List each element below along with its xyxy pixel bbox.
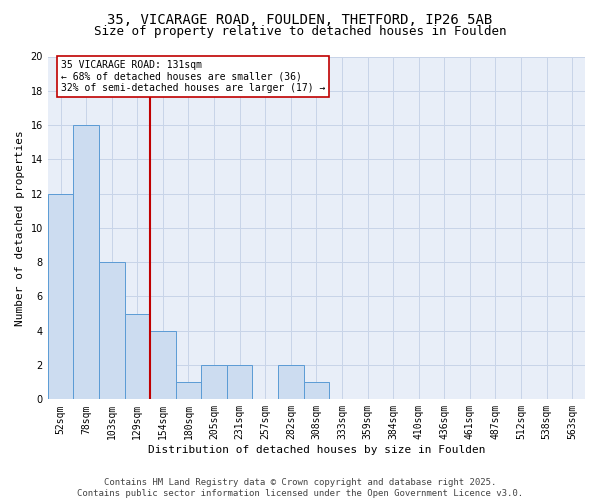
Bar [201,365,227,400]
Bar [304,382,329,400]
Bar [278,365,304,400]
X-axis label: Distribution of detached houses by size in Foulden: Distribution of detached houses by size … [148,445,485,455]
Text: Contains HM Land Registry data © Crown copyright and database right 2025.
Contai: Contains HM Land Registry data © Crown c… [77,478,523,498]
Bar [227,365,253,400]
Bar [48,194,73,400]
Bar [73,125,99,400]
Text: 35, VICARAGE ROAD, FOULDEN, THETFORD, IP26 5AB: 35, VICARAGE ROAD, FOULDEN, THETFORD, IP… [107,12,493,26]
Bar [176,382,201,400]
Bar [99,262,125,400]
Bar [125,314,150,400]
Bar [150,331,176,400]
Y-axis label: Number of detached properties: Number of detached properties [15,130,25,326]
Text: Size of property relative to detached houses in Foulden: Size of property relative to detached ho… [94,25,506,38]
Text: 35 VICARAGE ROAD: 131sqm
← 68% of detached houses are smaller (36)
32% of semi-d: 35 VICARAGE ROAD: 131sqm ← 68% of detach… [61,60,325,93]
